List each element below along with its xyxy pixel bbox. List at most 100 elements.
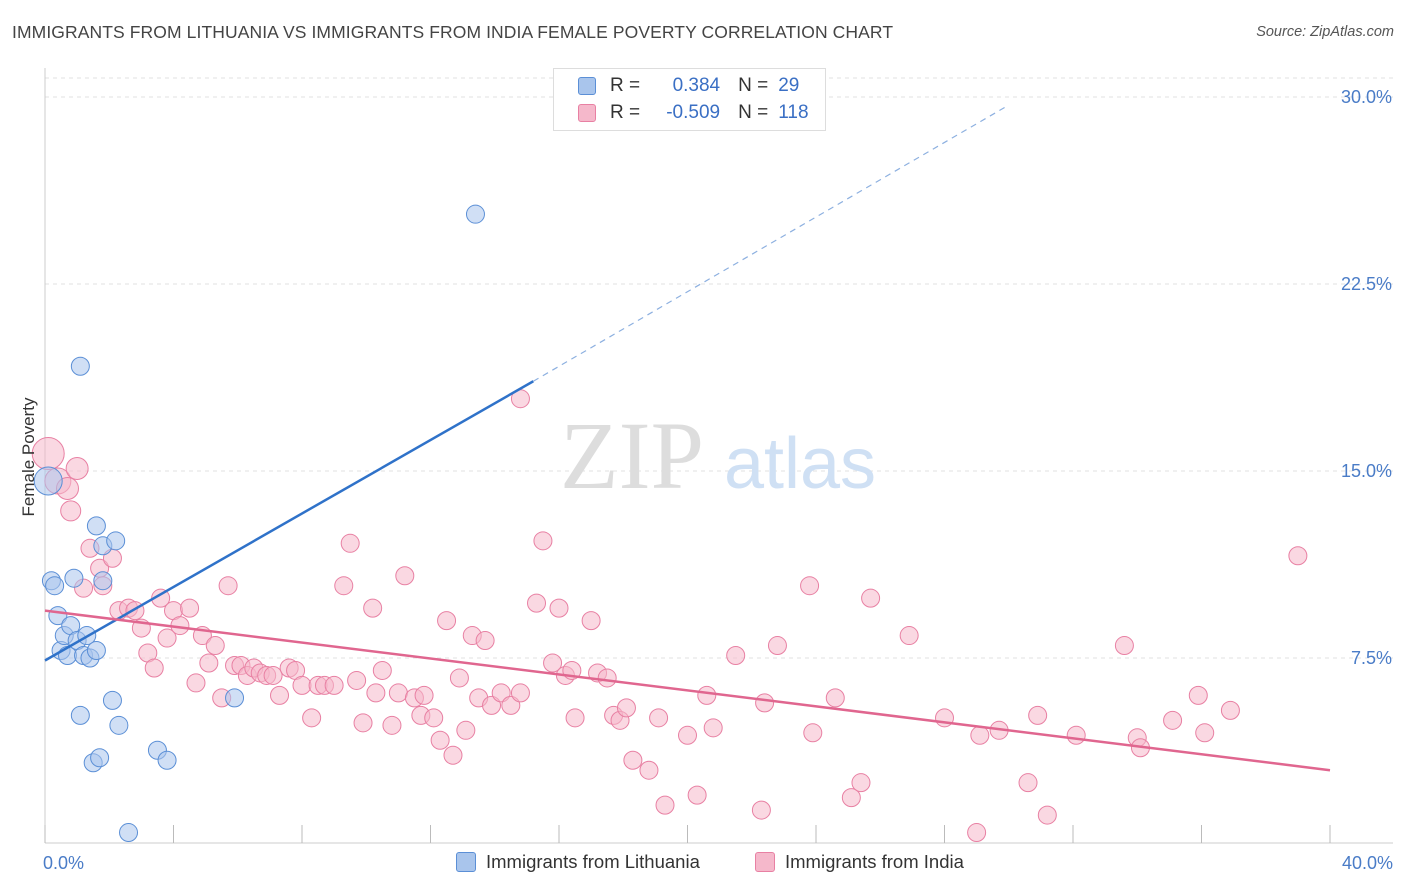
chart-title: IMMIGRANTS FROM LITHUANIA VS IMMIGRANTS … — [12, 22, 894, 42]
y-tick-label: 22.5% — [1341, 274, 1392, 294]
lithuania-point — [33, 466, 63, 496]
lithuania-point — [70, 705, 90, 725]
india-point — [543, 653, 563, 673]
india-point — [430, 730, 450, 750]
india-point — [1018, 773, 1038, 793]
india-point — [726, 646, 746, 666]
india-point — [767, 636, 787, 656]
x-tick-label: 0.0% — [43, 853, 84, 873]
lithuania-point — [93, 571, 113, 591]
grid-lines — [45, 77, 1393, 659]
legend-label-india: Immigrants from India — [785, 851, 964, 872]
india-point — [655, 795, 675, 815]
india-point — [549, 598, 569, 618]
india-point — [372, 660, 392, 680]
india-point — [334, 576, 354, 596]
y-tick-label: 15.0% — [1341, 461, 1392, 481]
india-point — [1188, 685, 1208, 705]
legend-r-label: R = — [610, 102, 641, 123]
y-tick-label: 7.5% — [1351, 648, 1392, 668]
watermark-atlas: atlas — [724, 424, 876, 504]
india-swatch-icon — [578, 104, 596, 122]
india-point — [703, 718, 723, 738]
legend-row-india: R = -0.509 N = 118 — [578, 100, 809, 126]
india-point — [65, 457, 89, 481]
india-point — [623, 750, 643, 770]
india-point — [967, 823, 987, 843]
y-tick-label: 30.0% — [1341, 87, 1392, 107]
india-point — [510, 683, 530, 703]
india-point — [755, 693, 775, 713]
lithuania-point — [106, 531, 126, 551]
lithuania-points — [33, 204, 485, 843]
lithuania-point — [86, 516, 106, 536]
india-point — [1288, 546, 1308, 566]
india-point — [475, 631, 495, 651]
india-point — [565, 708, 585, 728]
india-point — [649, 708, 669, 728]
legend-r-value: 0.384 — [672, 75, 721, 96]
legend-label-lithuania: Immigrants from Lithuania — [486, 851, 700, 872]
india-point — [1195, 723, 1215, 743]
india-trend-line — [44, 609, 1331, 772]
lithuania-point — [465, 204, 485, 224]
india-point — [205, 636, 225, 656]
series-legend: Immigrants from Lithuania Immigrants fro… — [0, 851, 1406, 877]
india-point — [443, 745, 463, 765]
india-point — [186, 673, 206, 693]
india-points — [31, 389, 1308, 843]
india-point — [424, 708, 444, 728]
india-point — [1037, 805, 1057, 825]
india-point — [970, 725, 990, 745]
india-point — [60, 500, 82, 522]
legend-n-label: N = — [738, 102, 769, 123]
india-point — [270, 685, 290, 705]
lithuania-point — [64, 568, 84, 588]
india-point — [899, 626, 919, 646]
lithuania-point — [70, 356, 90, 376]
india-point — [841, 788, 861, 808]
india-point — [1066, 725, 1086, 745]
india-point — [292, 675, 312, 695]
india-point — [363, 598, 383, 618]
india-point — [861, 588, 881, 608]
legend-row-lithuania: R = 0.384 N = 29 — [578, 73, 799, 99]
india-point — [144, 658, 164, 678]
india-point — [751, 800, 771, 820]
india-point — [414, 685, 434, 705]
india-point — [456, 720, 476, 740]
india-point — [581, 611, 601, 631]
india-point — [1028, 705, 1048, 725]
lithuania-trend-extension — [532, 106, 1006, 382]
india-point — [803, 723, 823, 743]
lithuania-point — [109, 715, 129, 735]
lithuania-point — [90, 748, 110, 768]
lithuania-point — [119, 823, 139, 843]
india-legend-swatch-icon — [755, 852, 775, 872]
india-point — [449, 668, 469, 688]
lithuania-point — [45, 576, 65, 596]
legend-item-india: Immigrants from India — [755, 851, 964, 873]
india-point — [1220, 700, 1240, 720]
legend-n-value: 118 — [778, 102, 809, 123]
watermark-zip: ZIP — [560, 402, 704, 509]
india-point — [263, 665, 283, 685]
india-point — [180, 598, 200, 618]
india-point — [382, 715, 402, 735]
legend-r-label: R = — [610, 75, 641, 96]
india-point — [199, 653, 219, 673]
trend-lines — [44, 106, 1331, 772]
correlation-legend: R = 0.384 N = 29 R = -0.509 N = 118 — [553, 68, 826, 131]
india-point — [218, 576, 238, 596]
legend-n-label: N = — [738, 75, 769, 96]
watermark: ZIP atlas — [560, 402, 876, 509]
india-point — [678, 725, 697, 745]
india-point — [324, 675, 344, 695]
india-point — [639, 760, 659, 780]
india-point — [347, 670, 367, 690]
india-point — [353, 713, 373, 733]
india-point — [800, 576, 820, 596]
india-point — [157, 628, 177, 648]
india-point — [825, 688, 845, 708]
